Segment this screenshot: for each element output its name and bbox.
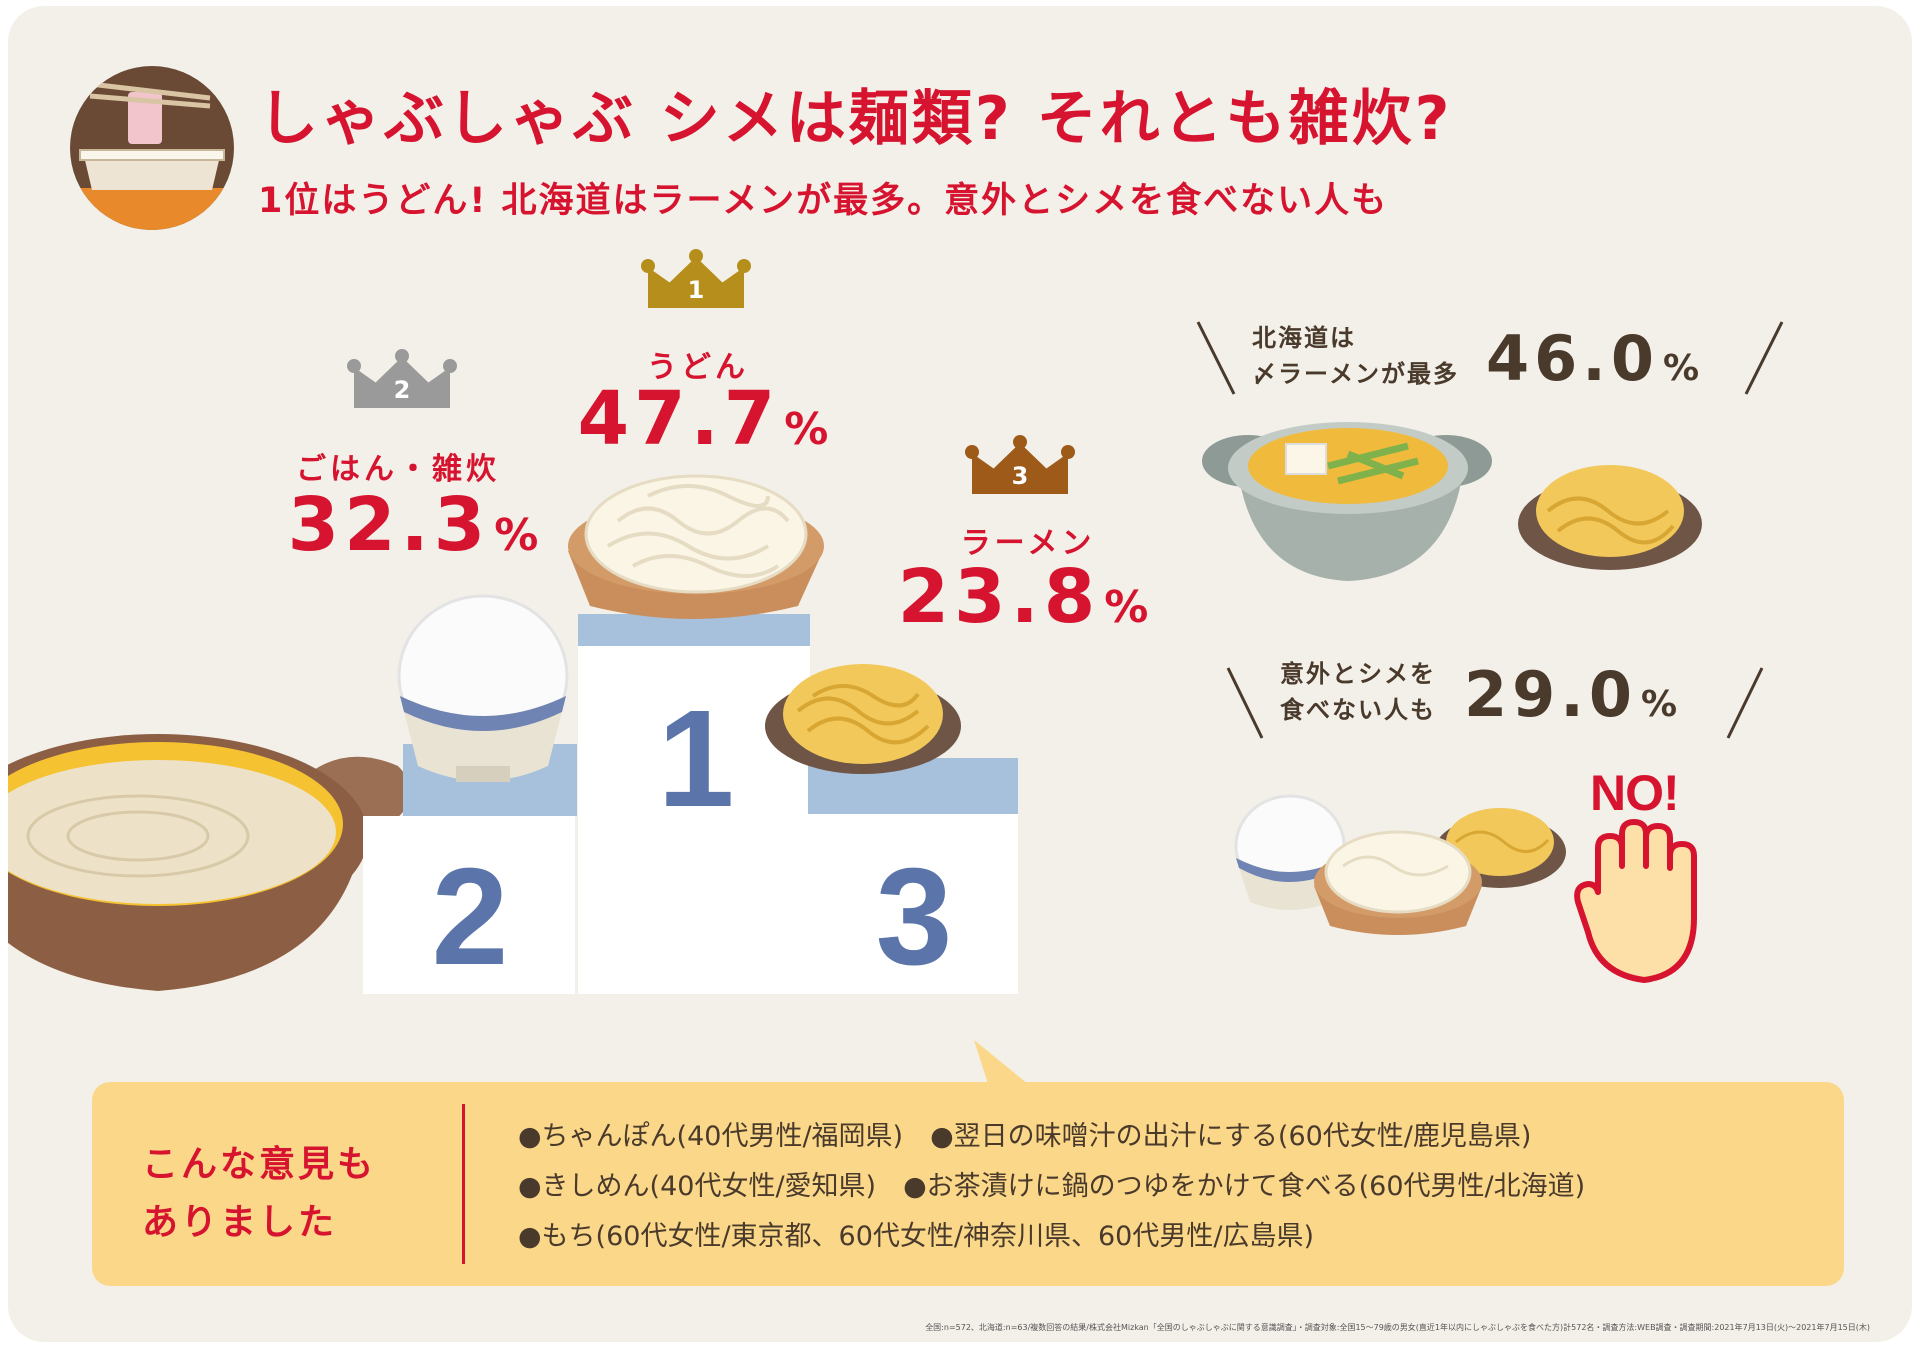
hokkaido-label-line1: 北海道は (1252, 324, 1356, 352)
no-sign-text: NO! (1590, 765, 1680, 821)
rank-1-category: うどん (647, 350, 749, 385)
hokkaido-ramen-plate-illustration (1518, 465, 1702, 570)
opinion-line-2: ●きしめん(40代女性/愛知県) ●お茶漬けに鍋のつゆをかけて食べる(60代男性… (518, 1171, 1586, 1202)
hokkaido-label-line2: 〆ラーメンが最多 (1252, 360, 1460, 388)
opinion-heading-line1: こんな意見も (142, 1144, 377, 1185)
no-shime-number: 29.0 (1464, 658, 1637, 731)
rank-2-number: 32.3 (287, 482, 491, 568)
podium (363, 614, 1018, 994)
podium-number-3: 3 (876, 840, 953, 994)
rank-1-crown-number: 1 (688, 276, 705, 304)
no-shime-stat-slashes (1226, 667, 1764, 739)
rank-1-value: 47.7% (568, 376, 838, 462)
hokkaido-unit: % (1662, 348, 1700, 389)
rank-1-crown-icon: 1 (641, 249, 751, 308)
shabu-shabu-icon (70, 66, 234, 230)
rank-2-crown-icon: 2 (347, 349, 457, 408)
no-shime-stat-label: 意外とシメを 食べない人も (1280, 656, 1436, 728)
page-subtitle: 1位はうどん! 北海道はラーメンが最多。意外とシメを食べない人も (258, 181, 1389, 221)
rank-1-unit: % (784, 404, 829, 455)
clay-pot-illustration (8, 734, 411, 991)
opinion-line-1: ●ちゃんぽん(40代男性/福岡県) ●翌日の味噌汁の出汁にする(60代女性/鹿児… (518, 1121, 1532, 1152)
opinion-line-3: ●もち(60代女性/東京都、60代女性/神奈川県、60代男性/広島県) (518, 1221, 1314, 1252)
footnote: 全国:n=572、北海道:n=63/複数回答の結果/株式会社Mizkan「全国の… (925, 1323, 1870, 1332)
udon-bowl-illustration (568, 474, 824, 619)
opinion-heading-line2: ありました (142, 1202, 338, 1243)
hokkaido-hotpot-illustration (1202, 422, 1492, 581)
podium-3-block (808, 814, 1018, 994)
rank-3-value: 23.8% (888, 554, 1158, 640)
podium-1-block (578, 646, 810, 994)
stop-hand-icon (1574, 819, 1697, 983)
hokkaido-stat-label: 北海道は 〆ラーメンが最多 (1252, 320, 1459, 392)
podium-2-block (363, 816, 575, 994)
rank-3-unit: % (1104, 582, 1149, 633)
rank-1-number: 47.7 (577, 376, 781, 462)
rank-3-crown-number: 3 (1012, 462, 1029, 490)
podium-number-1: 1 (658, 682, 735, 836)
rank-3-crown-icon: 3 (965, 435, 1075, 494)
no-shime-stat-value: 29.0% (1464, 658, 1677, 731)
rice-bowl-illustration (397, 594, 569, 782)
rank-2-unit: % (494, 510, 539, 561)
hokkaido-number: 46.0 (1486, 322, 1659, 395)
infographic-card: しゃぶしゃぶ シメは麺類? それとも雑炊? 1位はうどん! 北海道はラーメンが最… (8, 6, 1912, 1342)
no-shime-unit: % (1640, 684, 1678, 725)
rank-2-value: 32.3% (278, 482, 548, 568)
podium-number-2: 2 (432, 840, 509, 994)
rank-3-number: 23.8 (897, 554, 1101, 640)
rank-3-category: ラーメン (960, 526, 1096, 561)
no-shime-food-illustration (1234, 794, 1566, 935)
opinion-heading: こんな意見も ありました (142, 1136, 442, 1252)
hokkaido-stat-value: 46.0% (1486, 322, 1699, 395)
opinion-box: こんな意見も ありました ●ちゃんぽん(40代男性/福岡県) ●翌日の味噌汁の出… (92, 1082, 1844, 1286)
rank-2-category: ごはん・雑炊 (296, 452, 500, 487)
hokkaido-stat-slashes (1196, 321, 1784, 395)
opinion-tail (974, 1040, 1028, 1084)
opinion-divider (462, 1104, 465, 1264)
rank-2-crown-number: 2 (394, 376, 411, 404)
no-shime-label-line1: 意外とシメを (1280, 660, 1436, 688)
no-shime-label-line2: 食べない人も (1280, 696, 1436, 724)
page-title: しゃぶしゃぶ シメは麺類? それとも雑炊? (258, 84, 1453, 154)
ramen-plate-illustration (765, 664, 961, 774)
